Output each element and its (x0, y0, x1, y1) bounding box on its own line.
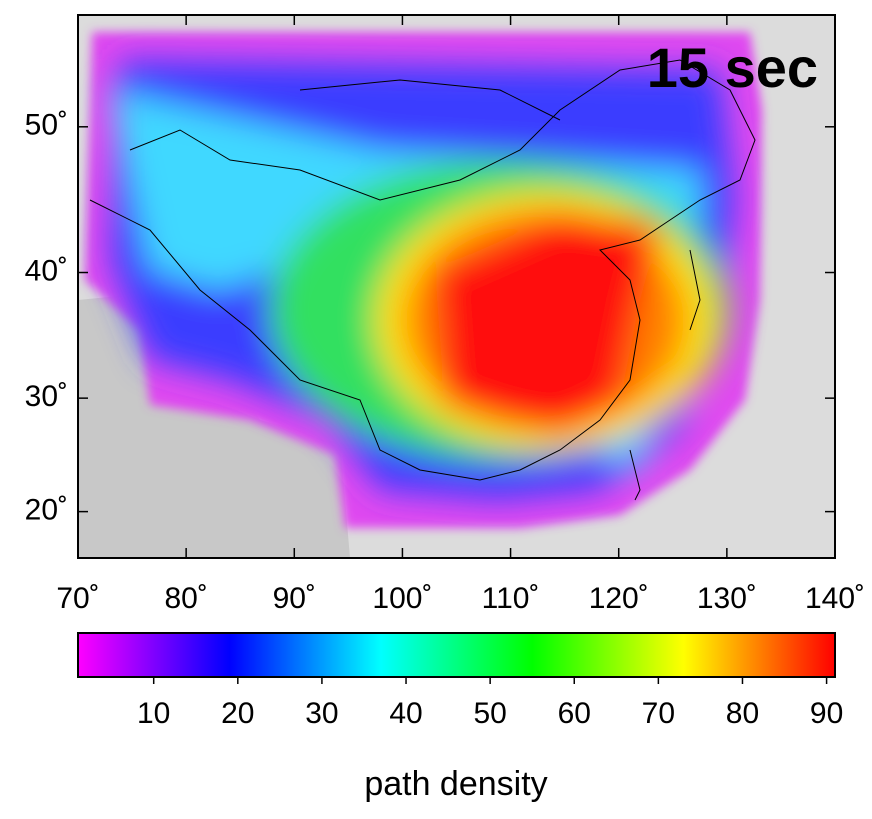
colorbar-tick-label: 70 (642, 697, 675, 730)
colorbar-tick-label: 20 (221, 697, 254, 730)
x-tick-label: 100˚ (372, 582, 432, 615)
y-tick-label: 20˚ (25, 494, 68, 527)
chart: 15 sec path density 70˚ 80˚ 90˚ 100˚ 110˚ 120… (0, 0, 872, 814)
x-tick-label: 70˚ (56, 582, 99, 615)
y-tick-label: 40˚ (25, 254, 68, 287)
colorbar-tick-label: 60 (558, 697, 591, 730)
x-tick-label: 90˚ (273, 582, 316, 615)
x-tick-label: 120˚ (589, 582, 649, 615)
colorbar (78, 633, 835, 677)
colorbar-tick-label: 50 (473, 697, 506, 730)
chart-title: 15 sec (647, 36, 818, 99)
page: {"chart_data": {"type": "heatmap", "titl… (0, 0, 872, 819)
x-tick-label: 110˚ (482, 582, 540, 615)
colorbar-tick-label: 80 (726, 697, 759, 730)
x-tick-label: 140˚ (805, 582, 865, 615)
y-tick-label: 50˚ (25, 109, 68, 142)
x-tick-label: 130˚ (697, 582, 757, 615)
colorbar-tick-label: 90 (810, 697, 843, 730)
y-tick-label: 30˚ (25, 380, 68, 413)
colorbar-tick-label: 40 (389, 697, 422, 730)
x-tick-label: 80˚ (164, 582, 207, 615)
colorbar-label: path density (364, 765, 547, 803)
colorbar-tick-label: 10 (137, 697, 170, 730)
colorbar-tick-label: 30 (305, 697, 338, 730)
